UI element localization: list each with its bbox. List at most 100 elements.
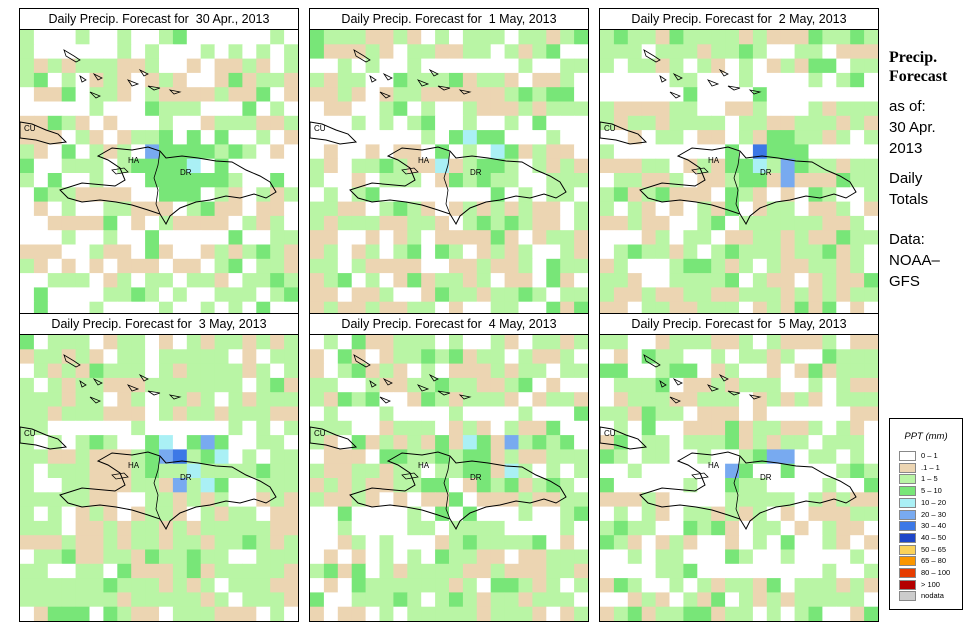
precip-cell (75, 173, 90, 188)
precip-cell (613, 335, 629, 350)
precip-cell (766, 520, 782, 536)
precip-cell (186, 420, 202, 436)
precip-cell (518, 506, 533, 522)
precip-cell (159, 130, 174, 145)
precip-cell (850, 492, 865, 508)
precip-cell (711, 30, 726, 45)
island-coastline (428, 373, 439, 382)
precip-cell (683, 187, 698, 203)
precip-cell (546, 392, 561, 407)
precip-cell (836, 158, 851, 174)
precip-cell (242, 435, 257, 450)
precip-cell (613, 87, 629, 102)
precip-cell (669, 549, 684, 565)
island-coastline (727, 85, 741, 91)
precip-cell (711, 287, 726, 303)
precip-cell (117, 72, 132, 88)
precip-cell (490, 363, 506, 379)
precip-cell (131, 606, 146, 621)
precip-cell (159, 463, 174, 479)
precip-cell (808, 478, 823, 493)
precip-cell (75, 44, 90, 60)
precip-cell (836, 44, 851, 60)
precip-cell (256, 606, 271, 621)
precip-cell (613, 377, 629, 393)
legend-swatch (899, 556, 916, 567)
panel-title: Daily Precip. Forecast for 5 May, 2013 (599, 313, 879, 335)
precip-cell (864, 258, 878, 274)
precip-cell (228, 549, 243, 565)
precip-cell (365, 520, 380, 536)
precip-cell (627, 349, 643, 365)
precip-cell (256, 535, 271, 550)
legend-label: > 100 (921, 579, 940, 589)
precip-cell (351, 158, 367, 174)
precip-cell (752, 215, 768, 231)
precip-cell (752, 115, 768, 131)
precip-cell (242, 187, 257, 203)
precip-cell (476, 301, 492, 316)
precip-cell (683, 535, 698, 550)
legend-swatch (899, 486, 916, 497)
precip-cell (739, 101, 754, 117)
precip-cell (89, 506, 104, 522)
precip-cell (449, 30, 464, 45)
precip-cell (103, 549, 118, 565)
precip-cell (546, 215, 561, 231)
precip-cell (33, 215, 49, 231)
precip-cell (103, 478, 118, 493)
precip-cell (794, 592, 809, 608)
precip-cell (504, 435, 519, 450)
precip-cell (574, 420, 588, 436)
precip-cell (89, 230, 104, 245)
precip-cell (33, 30, 49, 45)
precip-cell (683, 101, 698, 117)
precip-cell (242, 87, 257, 102)
precip-map: CU HA DR (19, 334, 299, 622)
precip-cell (822, 449, 837, 465)
precip-cell (103, 435, 118, 450)
precip-cell (159, 335, 174, 350)
sidebar-totals-line1: Daily (889, 170, 923, 187)
precip-cell (33, 520, 49, 536)
precip-cell (780, 115, 796, 131)
precip-cell (337, 563, 353, 579)
precip-cell (725, 406, 740, 422)
precip-cell (504, 130, 519, 145)
precip-cell (393, 273, 408, 288)
precip-cell (836, 215, 851, 231)
precip-cell (47, 377, 63, 393)
precip-cell (627, 463, 643, 479)
precip-cell (641, 173, 657, 188)
precip-cell (393, 201, 408, 217)
precip-cell (407, 420, 422, 436)
precip-cell (242, 592, 257, 608)
legend-row: 10 – 20 (899, 497, 959, 509)
precip-cell (627, 101, 643, 117)
precip-cell (532, 230, 547, 245)
precip-cell (560, 44, 575, 60)
precip-cell (808, 72, 823, 88)
precip-cell (850, 158, 865, 174)
precip-cell (794, 392, 809, 407)
precip-cell (697, 520, 712, 536)
precip-cell (739, 592, 754, 608)
precip-cell (600, 258, 615, 274)
precip-cell (808, 592, 823, 608)
precip-cell (379, 72, 394, 88)
precip-cell (214, 392, 229, 407)
precip-cell (669, 215, 684, 231)
precip-cell (256, 478, 271, 493)
precip-cell (186, 463, 202, 479)
precip-cell (864, 158, 878, 174)
precip-cell (186, 377, 202, 393)
precip-cell (407, 301, 422, 316)
precip-cell (393, 258, 408, 274)
precip-cell (613, 363, 629, 379)
precip-cell (462, 230, 478, 245)
precip-cell (159, 44, 174, 60)
legend-title: PPT (mm) (904, 431, 948, 442)
precip-cell (89, 406, 104, 422)
precip-cell (490, 87, 506, 102)
precip-cell (310, 72, 325, 88)
